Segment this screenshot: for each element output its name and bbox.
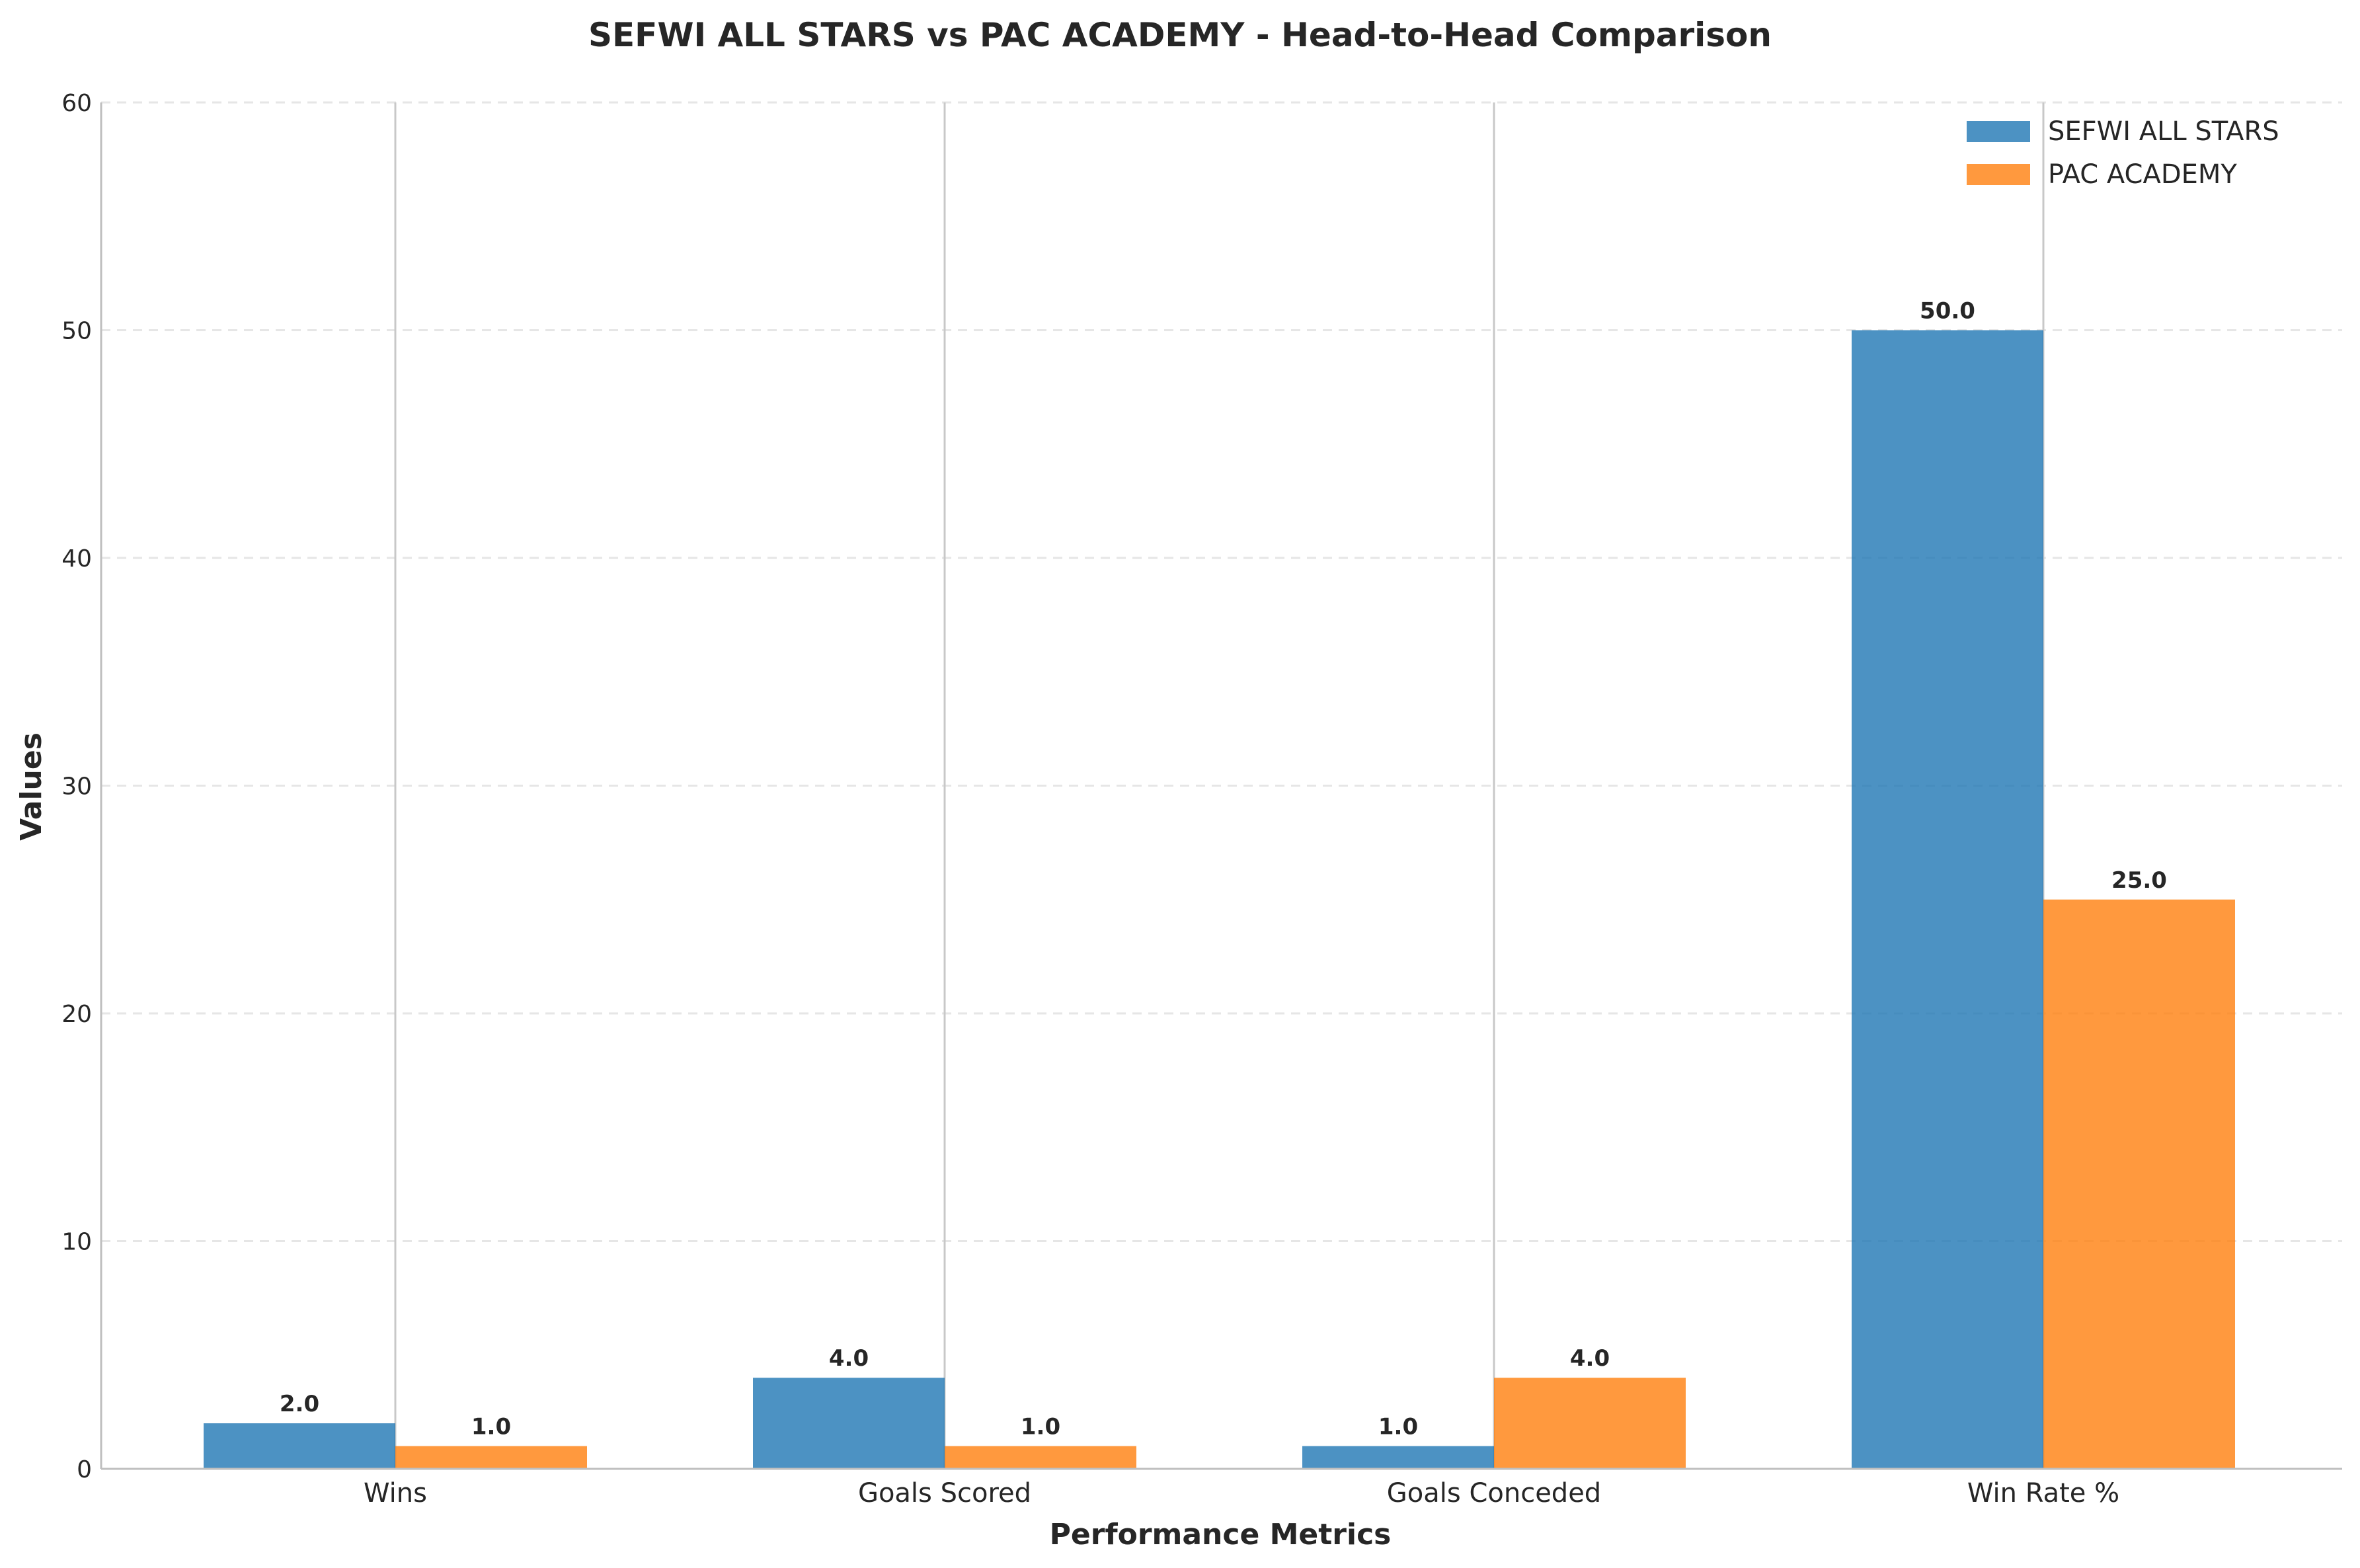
chart-title: SEFWI ALL STARS vs PAC ACADEMY - Head-to…	[588, 16, 1772, 54]
bar-sefwi-0	[204, 1423, 395, 1469]
data-label: 4.0	[829, 1345, 869, 1372]
legend: SEFWI ALL STARS PAC ACADEMY	[1967, 116, 2279, 190]
y-tick-label: 30	[61, 773, 92, 801]
legend-swatch	[1967, 164, 2030, 185]
y-tick-label: 40	[61, 545, 92, 572]
bar-sefwi-3	[1852, 330, 2043, 1469]
data-label: 1.0	[471, 1414, 511, 1440]
bar-pac-3	[2043, 899, 2235, 1469]
y-tick-label: 0	[77, 1456, 92, 1483]
data-label: 50.0	[1920, 298, 1975, 325]
bar-pac-0	[395, 1446, 587, 1469]
legend-label: SEFWI ALL STARS	[2048, 116, 2279, 147]
bar-pac-2	[1494, 1378, 1686, 1469]
plot-area: 0 10 20 30 40 50 60 2.0 4.0 1.0 50.0 1.0 1.0 4.0 25.0 W…	[61, 90, 2342, 1509]
bar-pac-1	[945, 1446, 1136, 1469]
data-label: 1.0	[1378, 1414, 1418, 1440]
y-tick-label: 50	[61, 318, 92, 345]
bar-sefwi-1	[753, 1378, 945, 1469]
data-label: 25.0	[2111, 867, 2167, 894]
y-tick-label: 20	[61, 1001, 92, 1028]
legend-swatch	[1967, 121, 2030, 142]
data-label: 4.0	[1570, 1345, 1610, 1372]
x-tick-label: Goals Scored	[858, 1478, 1031, 1509]
x-tick-label: Wins	[364, 1478, 427, 1509]
y-tick-label: 10	[61, 1229, 92, 1256]
y-axis-label: Values	[15, 732, 48, 841]
data-label: 1.0	[1021, 1414, 1060, 1440]
x-tick-label: Goals Conceded	[1387, 1478, 1601, 1509]
y-tick-label: 60	[61, 90, 92, 117]
x-axis-label: Performance Metrics	[1050, 1518, 1392, 1551]
bar-sefwi-2	[1302, 1446, 1494, 1469]
x-tick-label: Win Rate %	[1967, 1478, 2119, 1509]
legend-label: PAC ACADEMY	[2048, 159, 2237, 190]
data-label: 2.0	[280, 1391, 319, 1417]
